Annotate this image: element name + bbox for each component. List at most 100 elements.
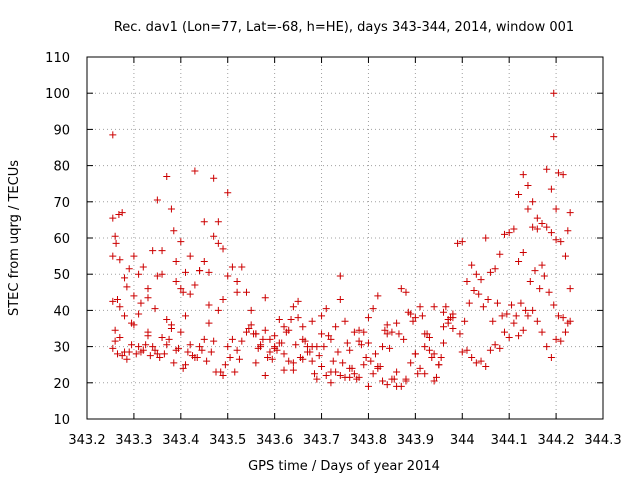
- data-point: [435, 361, 443, 369]
- data-point: [130, 252, 138, 260]
- data-point: [379, 377, 387, 385]
- data-point: [261, 372, 269, 380]
- data-point: [456, 330, 464, 338]
- data-point: [442, 303, 450, 311]
- data-point: [531, 267, 539, 275]
- data-point: [515, 258, 523, 266]
- data-point: [515, 191, 523, 199]
- data-point: [350, 370, 358, 378]
- data-point: [151, 346, 159, 354]
- data-point: [318, 330, 326, 338]
- data-point: [484, 296, 492, 304]
- y-tick-label: 20: [53, 377, 70, 392]
- data-point: [252, 330, 260, 338]
- data-point: [196, 267, 204, 275]
- data-point: [369, 305, 377, 313]
- data-point: [322, 305, 330, 313]
- data-point: [489, 317, 497, 325]
- data-point: [318, 312, 326, 320]
- data-point: [135, 270, 143, 278]
- data-point: [545, 288, 553, 296]
- data-point: [336, 272, 344, 280]
- data-point: [151, 305, 159, 313]
- data-point: [550, 301, 558, 309]
- data-point: [482, 363, 490, 371]
- data-point: [374, 292, 382, 300]
- x-tick-label: 343.2: [68, 433, 105, 448]
- x-tick-label: 343.6: [256, 433, 293, 448]
- data-point: [524, 182, 532, 190]
- data-point: [519, 326, 527, 334]
- x-tick-label: 343.5: [209, 433, 246, 448]
- x-tick-label: 344.1: [491, 433, 528, 448]
- data-point: [357, 341, 365, 349]
- data-point: [414, 370, 422, 378]
- data-point: [332, 323, 340, 331]
- data-point: [355, 326, 363, 334]
- data-point: [334, 348, 342, 356]
- data-point: [315, 352, 323, 360]
- y-tick-label: 110: [45, 51, 70, 66]
- data-point: [139, 263, 147, 271]
- data-point: [425, 334, 433, 342]
- data-point: [318, 363, 326, 371]
- y-tick-label: 100: [45, 87, 70, 102]
- data-point: [285, 357, 293, 365]
- data-point: [386, 344, 394, 352]
- data-point: [554, 169, 562, 177]
- data-point: [125, 348, 133, 356]
- data-point: [200, 335, 208, 343]
- data-point: [266, 335, 274, 343]
- data-point: [393, 319, 401, 327]
- data-point: [440, 308, 448, 316]
- data-point: [113, 296, 121, 304]
- data-point: [233, 346, 241, 354]
- data-point: [458, 238, 466, 246]
- data-point: [552, 335, 560, 343]
- data-point: [135, 343, 143, 351]
- x-tick-label: 343.3: [115, 433, 152, 448]
- data-point: [280, 350, 288, 358]
- data-point: [118, 352, 126, 360]
- data-point: [247, 306, 255, 314]
- data-point: [383, 330, 391, 338]
- data-point: [346, 346, 354, 354]
- data-point: [536, 285, 544, 293]
- data-point: [179, 364, 187, 372]
- data-point: [360, 328, 368, 336]
- data-point: [165, 335, 173, 343]
- data-point: [167, 321, 175, 329]
- data-point: [121, 312, 129, 320]
- data-point: [111, 326, 119, 334]
- data-point: [364, 339, 372, 347]
- data-point: [430, 350, 438, 358]
- data-point: [191, 281, 199, 289]
- data-point: [477, 276, 485, 284]
- data-point: [268, 355, 276, 363]
- data-point: [517, 299, 525, 307]
- data-point: [465, 299, 473, 307]
- data-point: [383, 321, 391, 329]
- data-point: [343, 339, 351, 347]
- data-point: [320, 343, 328, 351]
- data-point: [182, 268, 190, 276]
- data-point: [470, 286, 478, 294]
- data-point: [493, 299, 501, 307]
- y-tick-label: 90: [53, 123, 70, 138]
- data-point: [292, 341, 300, 349]
- data-point: [207, 348, 215, 356]
- data-point: [179, 288, 187, 296]
- data-point: [170, 359, 178, 367]
- data-point: [360, 361, 368, 369]
- data-point: [214, 239, 222, 247]
- data-point: [219, 245, 227, 253]
- data-point: [411, 314, 419, 322]
- data-point: [299, 355, 307, 363]
- data-point: [348, 364, 356, 372]
- data-point: [235, 355, 243, 363]
- data-point: [550, 133, 558, 141]
- data-point: [388, 328, 396, 336]
- data-point: [280, 323, 288, 331]
- data-point: [449, 310, 457, 318]
- chart-title: Rec. dav1 (Lon=77, Lat=-68, h=HE), days …: [114, 20, 574, 35]
